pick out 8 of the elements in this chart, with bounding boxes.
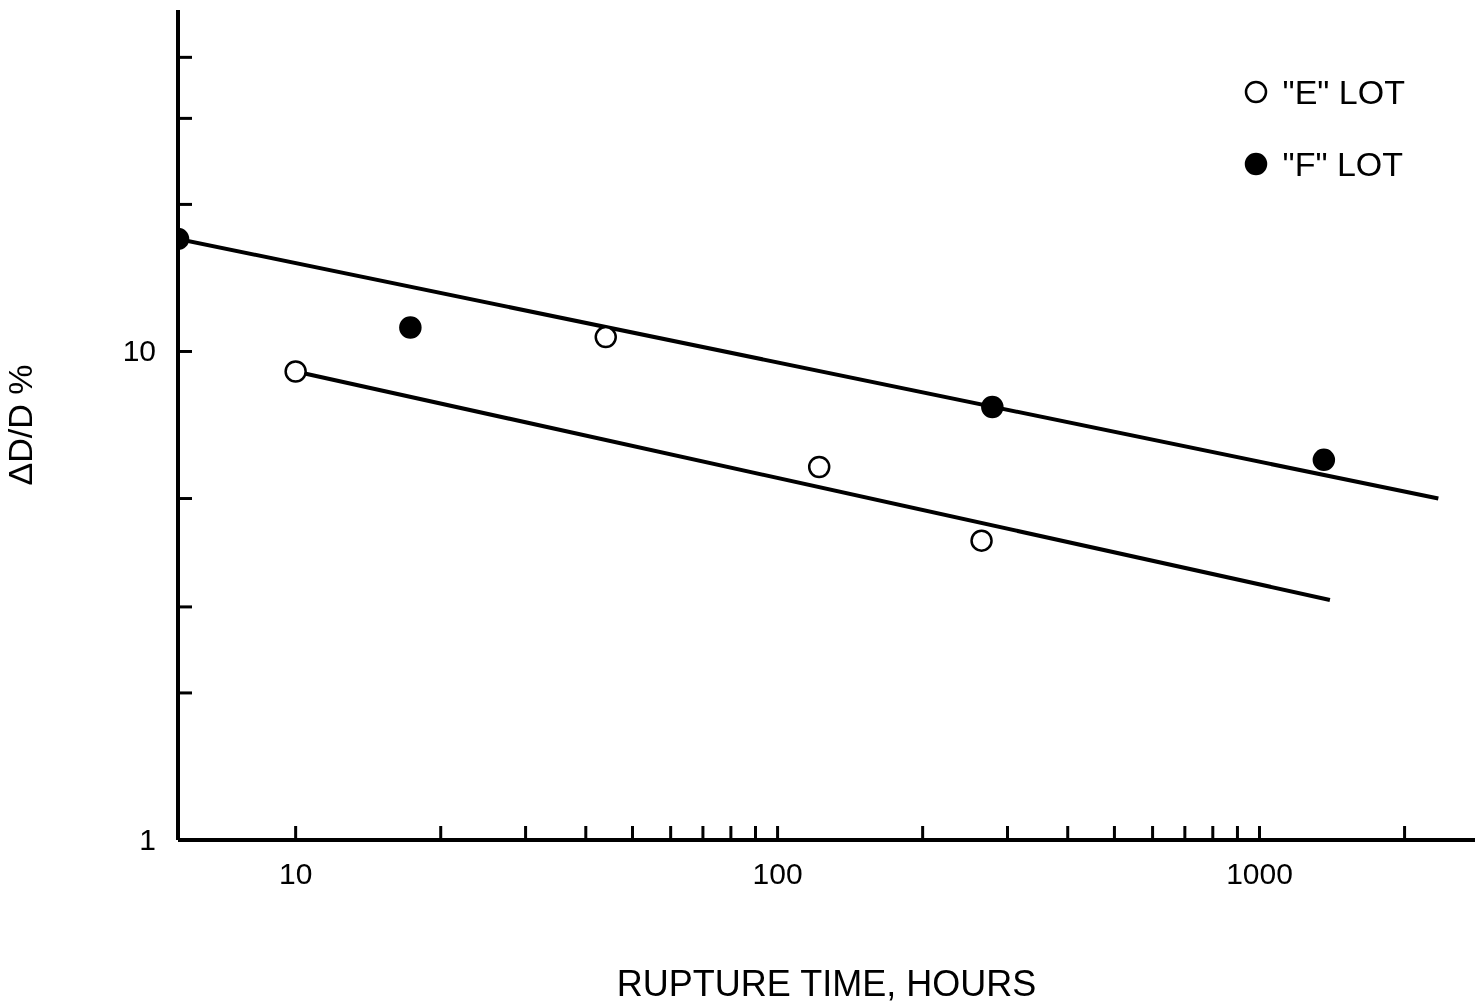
legend-label: "F" LOT [1282, 144, 1404, 184]
x-axis-title: RUPTURE TIME, HOURS [616, 963, 1037, 1004]
x-tick-label: 10 [278, 857, 313, 890]
x-tick-label: 100 [752, 857, 803, 890]
y-axis-title: ΔD/D % [1, 364, 40, 486]
legend-label: "E" LOT [1282, 72, 1405, 112]
y-tick-label: 1 [139, 823, 156, 856]
x-tick-label: 1000 [1226, 857, 1293, 890]
